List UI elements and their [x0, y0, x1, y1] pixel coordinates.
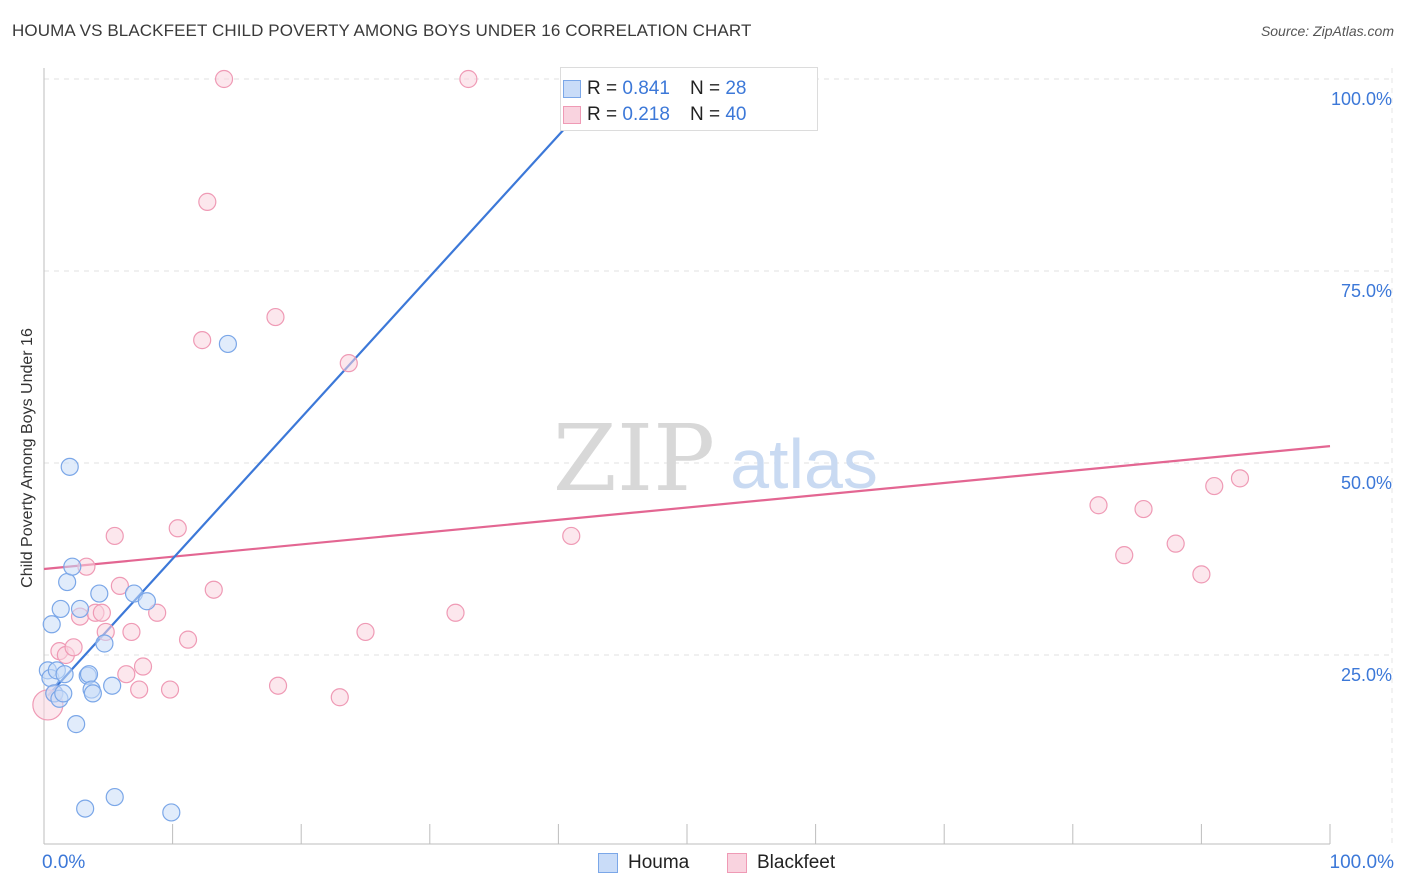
houma-n-value: 28 — [725, 78, 747, 99]
blackfeet-point — [268, 676, 288, 695]
houma-point — [105, 787, 124, 807]
blackfeet-point — [198, 192, 217, 211]
trend-lines — [43, 78, 1331, 697]
stats-legend: R = 0.841 N = 28 R = 0.218 N = 40 — [560, 67, 818, 131]
legend-blackfeet-label: Blackfeet — [757, 852, 836, 873]
blackfeet-point — [266, 307, 285, 327]
source-label: Source: ZipAtlas.com — [1260, 23, 1394, 39]
stats-row-blackfeet: R = 0.218 N = 40 — [563, 102, 747, 128]
houma-point — [218, 334, 237, 354]
houma-swatch — [563, 80, 581, 98]
blackfeet-point — [117, 665, 136, 684]
blackfeet-point — [130, 680, 149, 699]
blackfeet-r-value: 0.218 — [622, 104, 670, 125]
blackfeet-point — [1166, 534, 1185, 553]
blackfeet-point — [1205, 476, 1224, 496]
blackfeet-r-label: R = — [587, 104, 618, 125]
houma-point — [42, 615, 61, 634]
blackfeet-point — [204, 580, 223, 599]
houma-point — [83, 684, 102, 703]
y-tick-label-25: 25.0% — [1341, 665, 1392, 685]
chart-title: HOUMA VS BLACKFEET CHILD POVERTY AMONG B… — [12, 21, 752, 40]
houma-point — [95, 634, 114, 653]
houma-point — [63, 557, 82, 576]
houma-point — [55, 665, 74, 684]
houma-r-label: R = — [587, 78, 618, 99]
blackfeet-point — [330, 688, 349, 707]
houma-point — [162, 803, 181, 822]
legend-item-blackfeet[interactable]: Blackfeet — [727, 852, 835, 874]
x-tick-label-max: 100.0% — [1329, 852, 1394, 873]
houma-point — [51, 599, 70, 619]
blackfeet-n-label: N = — [689, 104, 721, 125]
houma-point — [54, 684, 73, 703]
y-tick-label-75: 75.0% — [1341, 281, 1392, 301]
x-tick-label-min: 0.0% — [42, 852, 86, 873]
legend-item-houma[interactable]: Houma — [598, 852, 689, 874]
houma-trend-line — [47, 78, 611, 697]
y-tick-label-50: 50.0% — [1341, 473, 1392, 493]
blackfeet-trend-line — [43, 445, 1331, 571]
houma-point — [58, 572, 77, 592]
blackfeet-point — [105, 526, 124, 546]
blackfeet-point — [1134, 499, 1153, 519]
houma-r-value: 0.841 — [622, 78, 670, 99]
blackfeet-point — [110, 576, 129, 595]
blackfeet-point — [446, 603, 465, 622]
houma-point — [67, 715, 86, 734]
blackfeet-point — [168, 519, 187, 538]
blackfeet-point — [1192, 565, 1211, 584]
watermark: ZIP atlas — [553, 405, 878, 512]
blackfeet-point — [1230, 469, 1250, 488]
blackfeet-point — [64, 638, 83, 657]
blackfeet-point — [339, 354, 358, 373]
houma-point — [79, 665, 99, 684]
watermark-zip: ZIP — [553, 405, 715, 512]
houma-point — [60, 457, 79, 476]
blackfeet-point — [193, 331, 212, 350]
houma-point — [103, 676, 122, 695]
axes — [43, 68, 1393, 845]
blackfeet-point — [160, 680, 180, 699]
blackfeet-point — [133, 657, 153, 676]
watermark-atlas: atlas — [730, 425, 878, 503]
legend-houma-label: Houma — [628, 852, 690, 873]
stats-row-houma: R = 0.841 N = 28 — [563, 76, 747, 102]
grid-lines — [44, 78, 1392, 656]
houma-n-label: N = — [689, 78, 721, 99]
blackfeet-point — [92, 603, 111, 622]
houma-point — [76, 799, 95, 818]
blackfeet-point — [459, 69, 478, 89]
blackfeet-point — [1115, 546, 1134, 565]
blackfeet-point — [214, 69, 234, 89]
houma-point — [90, 584, 109, 603]
legend-houma-swatch — [598, 853, 618, 873]
houma-point — [137, 592, 156, 611]
blackfeet-point — [148, 603, 167, 622]
data-points — [32, 69, 1250, 822]
blackfeet-n-value: 40 — [725, 104, 747, 125]
blackfeet-point — [562, 526, 581, 546]
houma-point — [70, 599, 90, 619]
blackfeet-point — [1089, 496, 1108, 515]
series-legend: Houma Blackfeet — [0, 852, 1406, 876]
y-tick-labels: 25.0% 50.0% 75.0% 100.0% — [1331, 89, 1392, 685]
blackfeet-point — [178, 630, 198, 649]
blackfeet-point — [122, 622, 141, 642]
y-tick-label-100: 100.0% — [1331, 89, 1392, 109]
blackfeet-point — [356, 622, 375, 642]
legend-blackfeet-swatch — [727, 853, 747, 873]
blackfeet-swatch — [563, 106, 581, 124]
